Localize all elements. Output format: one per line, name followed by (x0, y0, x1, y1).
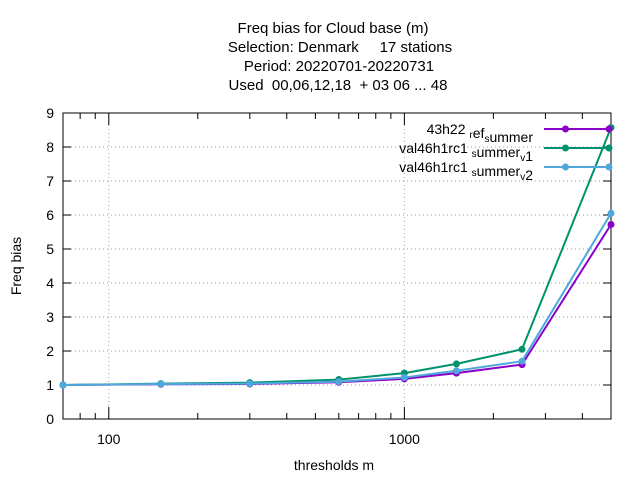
y-tick-label: 9 (46, 105, 54, 121)
x-axis-label: thresholds m (294, 457, 374, 473)
legend-swatch-marker (605, 144, 613, 152)
series-1 (59, 221, 615, 389)
y-tick-label: 8 (46, 139, 54, 155)
legend-item-2: val46h1rc1 summerv1 (399, 140, 613, 164)
legend-swatch-marker (562, 144, 569, 152)
x-tick-label: 100 (97, 431, 121, 447)
title-line-2: Selection: Denmark 17 stations (228, 39, 452, 56)
series-3 (59, 209, 615, 389)
data-point (335, 378, 343, 386)
series-line (62, 223, 612, 386)
legend-swatch-marker (562, 163, 569, 171)
data-point (518, 357, 526, 365)
title-line-3: Period: 20220701-20220731 (244, 58, 434, 75)
y-tick-label: 2 (46, 343, 54, 359)
y-axis-label: Freq bias (8, 237, 24, 295)
legend-label: val46h1rc1 summerv2 (399, 159, 533, 183)
data-point (59, 381, 67, 389)
plot-border (62, 112, 612, 420)
data-point (157, 380, 165, 388)
data-point (246, 380, 254, 388)
chart-title: Freq bias for Cloud base (m) Selection: … (228, 20, 452, 94)
legend-label: 43h22 refsummer (427, 121, 534, 145)
legend-swatch-marker (605, 163, 613, 171)
y-tick-label: 7 (46, 173, 54, 189)
data-point (400, 374, 408, 382)
data-point (518, 345, 526, 353)
title-line-1: Freq bias for Cloud base (m) (238, 20, 429, 37)
title-line-4: Used 00,06,12,18 + 03 06 ... 48 (229, 77, 448, 94)
y-tick-label: 4 (46, 275, 54, 291)
data-point (607, 209, 615, 217)
legend-swatch-marker (605, 125, 613, 133)
y-tick-label: 5 (46, 241, 54, 257)
axes: 0 1 2 3 4 5 6 7 8 9 100 1000 (46, 105, 612, 447)
y-tick-label: 6 (46, 207, 54, 223)
x-tick-label: 1000 (389, 431, 420, 447)
series-line (62, 212, 612, 386)
y-tick-label: 3 (46, 309, 54, 325)
legend-item-1: 43h22 refsummer (427, 121, 613, 145)
data-point (452, 367, 460, 375)
y-tick-label: 1 (46, 377, 54, 393)
legend-label: val46h1rc1 summerv1 (399, 140, 533, 164)
data-point (452, 360, 460, 368)
legend-swatch-marker (562, 125, 569, 133)
legend-item-3: val46h1rc1 summerv2 (399, 159, 613, 183)
y-tick-label: 0 (46, 411, 54, 427)
data-point (607, 221, 615, 229)
data-series (59, 124, 615, 389)
